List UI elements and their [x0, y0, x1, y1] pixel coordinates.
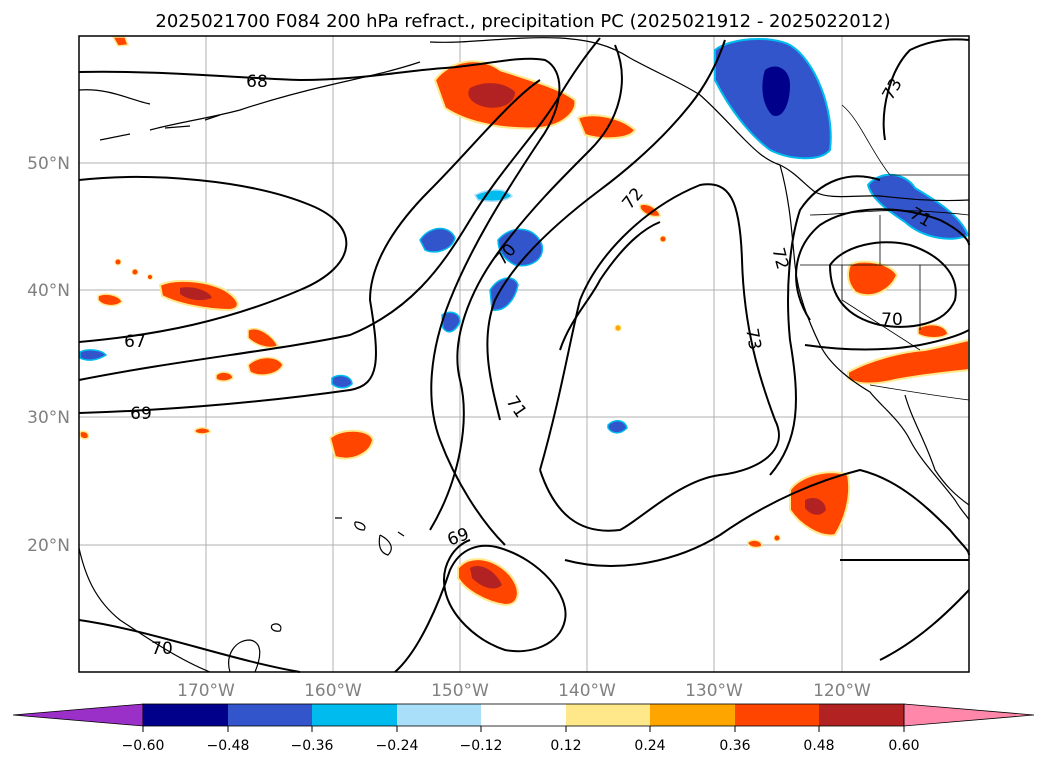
precip-area-nw-dot — [111, 36, 130, 47]
precip-core-bc-coast — [762, 66, 790, 116]
contour-68 — [78, 57, 561, 546]
colorbar-tick-label: −0.48 — [207, 738, 250, 754]
precip-area-neg-4 — [489, 277, 519, 311]
lon-label-120w: 120°W — [813, 681, 871, 701]
contour-69 — [78, 37, 601, 381]
lon-label-140w: 140°W — [558, 681, 616, 701]
precip-area-pnw — [866, 173, 970, 240]
contour-label-73: 73 — [741, 327, 764, 352]
contour-label-69: 69 — [130, 404, 152, 424]
lon-label-130w: 130°W — [685, 681, 743, 701]
contour-69b — [78, 79, 541, 414]
lon-label-160w: 160°W — [304, 681, 362, 701]
precip-area-pos-4 — [247, 356, 284, 376]
precip-area-az — [917, 323, 949, 339]
colorbar-tick-label: −0.36 — [291, 738, 334, 754]
map-panel: 68 67 69 70 72 70 71 73 72 69 70 71 73 — [78, 35, 970, 673]
contour-71b — [795, 208, 970, 321]
precip-area-neg-5 — [441, 311, 461, 333]
colorbar-bin-7 — [650, 704, 735, 726]
precip-area-pos-8 — [79, 430, 90, 440]
contour-72 — [486, 39, 726, 421]
colorbar-tick-label: 0.36 — [719, 738, 750, 754]
colorbar-bin-3 — [312, 704, 397, 726]
precip-area-nevada — [846, 260, 899, 297]
lat-label-50n: 50°N — [27, 154, 70, 174]
precip-area-pos-13 — [114, 258, 122, 266]
precip-area-pos-16 — [773, 534, 781, 542]
lat-label-40n: 40°N — [27, 281, 70, 301]
precip-area-pos-2 — [97, 293, 123, 307]
precip-core-gulf-alaska — [468, 83, 515, 108]
lat-label-30n: 30°N — [27, 408, 70, 428]
colorbar-extend-low — [12, 703, 144, 727]
precip-area-pos-9 — [639, 203, 661, 218]
contour-71 — [429, 44, 623, 531]
precip-area-neg-6 — [331, 374, 353, 389]
colorbar-tick-label: −0.12 — [460, 738, 503, 754]
contour-70 — [78, 619, 301, 673]
contour-label-68: 68 — [246, 72, 268, 92]
precip-area-neg-1 — [419, 227, 456, 253]
precip-area-neg-8 — [607, 420, 628, 434]
contour-73 — [539, 183, 780, 532]
colorbar-tick-label: −0.24 — [376, 738, 419, 754]
colorbar-extend-high — [903, 703, 1035, 727]
contour-east — [564, 468, 970, 567]
latitude-labels: 50°N 40°N 30°N 20°N — [27, 154, 70, 556]
colorbar: −0.60 −0.48 −0.36 −0.24 −0.12 0.12 0.24 … — [12, 703, 1035, 754]
contour-70b — [394, 539, 567, 673]
precip-area-pos-14 — [147, 274, 153, 280]
lon-label-150w: 150°W — [431, 681, 489, 701]
lon-label-170w: 170°W — [177, 681, 235, 701]
contour-label-70c: 70 — [881, 310, 903, 330]
precip-area-gulf-alaska-2 — [576, 114, 637, 140]
colorbar-bin-5 — [481, 704, 566, 726]
colorbar-bin-8 — [735, 704, 819, 726]
longitude-labels: 170°W 160°W 150°W 140°W 130°W 120°W — [177, 681, 871, 701]
precip-core-east-subtropic — [805, 498, 826, 515]
contour-73b — [559, 221, 661, 351]
precip-area-pos-12 — [131, 268, 139, 276]
colorbar-bin-9 — [819, 704, 904, 726]
precip-area-pos-3 — [247, 328, 280, 349]
precip-area-pos-11 — [614, 324, 622, 332]
contour-label-70: 70 — [151, 639, 173, 659]
colorbar-tick-label: 0.48 — [803, 738, 834, 754]
contour-67 — [78, 176, 348, 343]
colorbar-tick-label: −0.60 — [122, 738, 165, 754]
precip-area-pos-6 — [328, 429, 375, 460]
contour-70c — [829, 241, 957, 328]
refractivity-contours — [78, 37, 970, 673]
precip-core-hawaii — [470, 565, 502, 589]
colorbar-bin-6 — [566, 704, 650, 726]
precip-area-pos-15 — [747, 539, 763, 549]
figure-title: 2025021700 F084 200 hPa refract., precip… — [155, 11, 890, 32]
contour-east-3 — [879, 589, 970, 661]
contour-73c — [882, 38, 970, 141]
graticule — [79, 36, 969, 672]
contour-label-67: 67 — [124, 332, 146, 352]
precip-area-neg-7 — [79, 349, 108, 361]
precip-area-pos-10 — [659, 235, 667, 243]
colorbar-bin-1 — [143, 704, 228, 726]
political-borders — [800, 104, 970, 401]
colorbar-tick-label: 0.24 — [634, 738, 665, 754]
colorbar-bin-4 — [397, 704, 481, 726]
contour-so-cal — [804, 329, 970, 351]
colorbar-ticks — [142, 726, 905, 732]
precip-area-pos-7 — [194, 427, 211, 435]
colorbar-bin-2 — [228, 704, 312, 726]
contour-72b — [769, 175, 881, 476]
precip-area-pos-5 — [215, 371, 234, 382]
lat-label-20n: 20°N — [27, 536, 70, 556]
colorbar-tick-label: 0.12 — [550, 738, 581, 754]
precip-core-pos-1 — [180, 287, 212, 301]
colorbar-tick-label: 0.60 — [888, 738, 919, 754]
